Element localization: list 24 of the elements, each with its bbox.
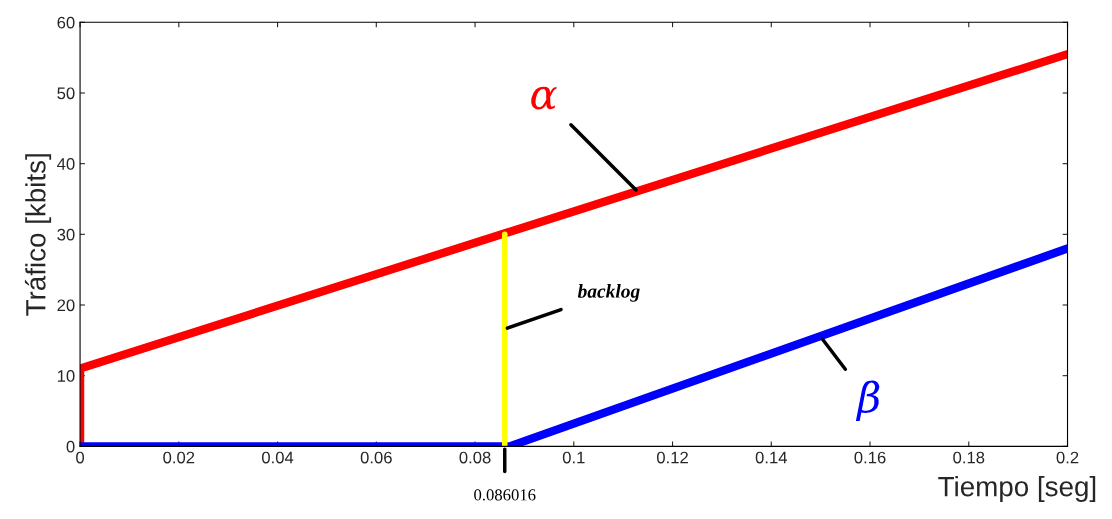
annotation: β	[855, 380, 880, 421]
y-tick-label: 50	[57, 87, 75, 100]
x-tick-label: 0	[76, 451, 85, 464]
y-axis-title: Tráfico [kbits]	[24, 154, 52, 316]
x-tick-label: 0.02	[163, 451, 195, 464]
x-tick-label: 0.04	[261, 451, 294, 464]
x-tick-label: 0.12	[656, 451, 688, 464]
annotation: backlog	[577, 284, 640, 302]
annotation: α	[531, 86, 557, 110]
x-tick-label: 0.16	[854, 451, 886, 464]
x-tick-label: 0.06	[360, 451, 392, 464]
x-tick-label: 0.1	[562, 451, 585, 464]
x-tick-label: 0.08	[459, 451, 491, 464]
y-tick-label: 0	[66, 440, 75, 453]
y-tick-label: 40	[57, 158, 75, 170]
y-tick-label: 60	[57, 16, 75, 29]
x-tick-label: 0.2	[1056, 451, 1079, 464]
x-tick-label: 0.14	[755, 451, 788, 464]
x-axis-title: Tiempo [seg]	[938, 476, 1096, 502]
y-tick-label: 30	[57, 228, 75, 241]
x-tick-label: 0.18	[953, 451, 985, 464]
y-tick-label: 20	[57, 299, 75, 312]
annotation: 0.086016	[474, 489, 536, 501]
y-tick-label: 10	[57, 370, 75, 382]
